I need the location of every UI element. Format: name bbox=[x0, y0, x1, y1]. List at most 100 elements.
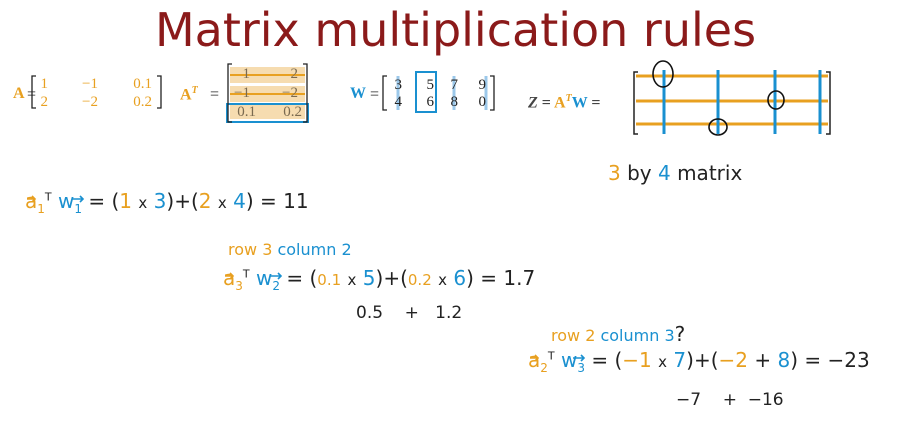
eq2-plus: + bbox=[383, 266, 401, 290]
eq1-w-sub: 1 bbox=[74, 202, 82, 216]
eq1-equals: = bbox=[88, 189, 106, 213]
eq3-equals: = bbox=[591, 348, 609, 372]
eq3-x2: + bbox=[754, 348, 772, 372]
eq2-x1: x bbox=[347, 271, 357, 289]
eq3-partial-plus: + bbox=[722, 390, 737, 410]
eq2-w-sub: 2 bbox=[272, 279, 280, 293]
eq1-t: T bbox=[44, 190, 52, 204]
eq1-a-arrow bbox=[27, 195, 37, 203]
z-rhs-sup: T bbox=[565, 93, 572, 104]
matrix-at-superscript: T bbox=[191, 85, 198, 96]
w-col2-box bbox=[415, 71, 437, 113]
eq2-t: T bbox=[242, 267, 250, 281]
z-rhs-a: A bbox=[554, 94, 566, 112]
eq2-w-arrow bbox=[270, 272, 283, 280]
matrix-a-left-bracket bbox=[31, 75, 36, 109]
z-rhs-w: W bbox=[571, 94, 588, 112]
at-cell: −2 bbox=[282, 85, 298, 101]
eq3-partial-a: −7 bbox=[676, 390, 702, 410]
a-cell: 1 bbox=[40, 76, 49, 92]
eq1: a1T w1 = (1 x 3)+(2 x 4) = 11 bbox=[25, 189, 309, 216]
a-cell: 0.2 bbox=[133, 94, 152, 110]
z-equation: Z = ATW = bbox=[528, 94, 601, 111]
eq3-plus: + bbox=[693, 348, 711, 372]
matrix-z-right-bracket bbox=[826, 71, 831, 135]
eq3-x1: x bbox=[658, 353, 668, 371]
w-cell: 9 bbox=[478, 77, 487, 93]
matrix-w-left-bracket bbox=[382, 75, 387, 111]
matrix-a-right-bracket bbox=[157, 75, 162, 109]
eq2-w: w bbox=[256, 266, 273, 290]
slide-title: Matrix multiplication rules bbox=[154, 3, 757, 57]
eq2-partial-plus: + bbox=[404, 303, 419, 323]
eq2-partials: 0.5 + 1.2 bbox=[356, 305, 462, 322]
eq2-x2: x bbox=[438, 271, 447, 289]
eq1-x1: x bbox=[138, 194, 148, 212]
eq3: a2T w3 = (−1 x 7)+(−2 + 8) = −23 bbox=[528, 348, 870, 375]
w-cell: 4 bbox=[394, 94, 403, 110]
at-cell: −1 bbox=[234, 85, 250, 101]
matrix-w: 3 5 7 9 4 6 8 0 bbox=[388, 76, 490, 110]
eq3-a-arrow bbox=[530, 354, 540, 362]
eq3-p2a: −2 bbox=[718, 348, 748, 372]
size-note: 3 by 4 matrix bbox=[608, 163, 742, 183]
eq1-result: 11 bbox=[283, 189, 309, 213]
w-cell: 6 bbox=[426, 94, 435, 110]
at-cell: 1 bbox=[242, 66, 251, 82]
matrix-z-left-bracket bbox=[633, 71, 638, 135]
eq2-equals-2: = bbox=[480, 266, 498, 290]
a-cell: 2 bbox=[40, 94, 49, 110]
matrix-at-right-bracket bbox=[303, 63, 308, 123]
at-cell: 0.1 bbox=[237, 104, 256, 120]
w-cell: 0 bbox=[478, 94, 487, 110]
eq1-p1a: 1 bbox=[119, 189, 133, 213]
eq2-result: 1.7 bbox=[503, 266, 536, 290]
eq2-equals: = bbox=[286, 266, 304, 290]
eq2-a: a bbox=[223, 266, 236, 290]
eq3-label: row 2 column 3? bbox=[551, 324, 685, 344]
eq1-x2: x bbox=[217, 194, 227, 212]
eq3-label-col: column 3 bbox=[600, 326, 675, 345]
matrix-at-equals: = bbox=[210, 86, 220, 103]
eq3-partials: −7 + −16 bbox=[676, 392, 784, 409]
eq2-p1b: 5 bbox=[362, 266, 376, 290]
eq1-p2a: 2 bbox=[198, 189, 212, 213]
eq2-a-sub: 3 bbox=[235, 279, 243, 293]
z-circle-row2-col3 bbox=[767, 90, 785, 110]
z-equals: = bbox=[541, 94, 551, 112]
eq1-a-sub: 1 bbox=[37, 202, 45, 216]
eq3-p1a: −1 bbox=[622, 348, 652, 372]
w-cell: 8 bbox=[450, 94, 459, 110]
eq2-label: row 3 column 2 bbox=[228, 242, 352, 258]
matrix-at-left-bracket bbox=[227, 63, 232, 123]
size-rows: 3 bbox=[608, 161, 621, 185]
eq2-partial-a: 0.5 bbox=[356, 303, 384, 323]
eq2-p2b: 6 bbox=[453, 266, 467, 290]
matrix-w-equals: = bbox=[370, 86, 380, 103]
eq2-p2a: 0.2 bbox=[407, 271, 432, 289]
eq1-equals-2: = bbox=[260, 189, 277, 213]
eq1-w: w bbox=[58, 189, 75, 213]
w-cell: 5 bbox=[426, 77, 435, 93]
size-cols: 4 bbox=[657, 161, 671, 185]
eq2-label-row: row 3 bbox=[228, 240, 273, 259]
eq3-partial-b: −16 bbox=[747, 390, 784, 410]
at-row3-box bbox=[226, 103, 309, 123]
matrix-a-name: A bbox=[13, 85, 25, 102]
a-cell: −2 bbox=[82, 94, 98, 110]
eq3-label-row: row 2 bbox=[551, 326, 596, 345]
matrix-a-equals: = bbox=[27, 86, 37, 103]
eq2-p1a: 0.1 bbox=[317, 271, 342, 289]
z-lhs: Z bbox=[528, 94, 538, 112]
matrix-a: 1 −1 0.1 2 −2 0.2 bbox=[38, 74, 156, 110]
size-by: by bbox=[627, 161, 652, 185]
eq3-a: a bbox=[528, 348, 541, 372]
eq1-w-arrow bbox=[72, 195, 85, 203]
z-circle-row1-col1 bbox=[652, 60, 674, 88]
eq3-result: −23 bbox=[827, 348, 870, 372]
matrix-at-letter: A bbox=[180, 86, 192, 104]
eq3-w: w bbox=[561, 348, 578, 372]
eq1-p1b: 3 bbox=[153, 189, 167, 213]
w-cell: 7 bbox=[450, 77, 459, 93]
size-word: matrix bbox=[677, 161, 743, 185]
